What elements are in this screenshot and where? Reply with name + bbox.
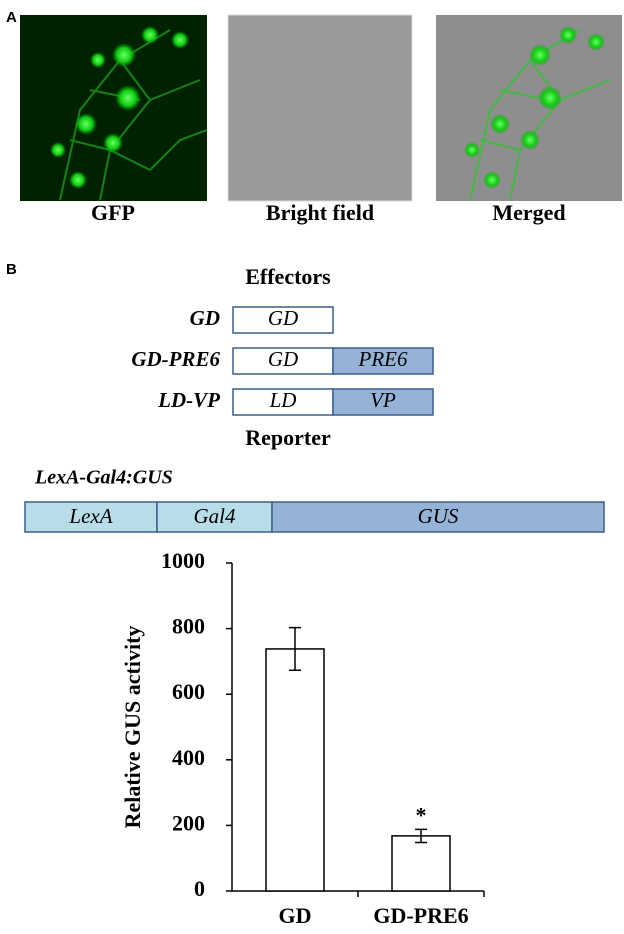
reporter-part <box>24 501 158 533</box>
part-label: PRE6 <box>358 347 408 371</box>
error-bar <box>415 828 427 844</box>
effector-name: GD-PRE6 <box>131 347 220 371</box>
image-label: Bright field <box>266 200 374 225</box>
x-tick-label: GD <box>279 903 312 928</box>
image-label: Merged <box>492 200 565 225</box>
panel-label: B <box>6 261 17 278</box>
y-tick-label: 0 <box>194 876 205 901</box>
effector-name: LD-VP <box>157 388 220 412</box>
effector-part <box>232 306 334 334</box>
panel-label: A <box>6 9 17 26</box>
section-title: Effectors <box>245 264 331 289</box>
part-label: GUS <box>418 504 459 528</box>
part-label: LD <box>269 388 297 412</box>
y-tick-label: 800 <box>172 614 205 639</box>
part-label: GD <box>268 347 298 371</box>
part-label: VP <box>370 388 396 412</box>
part-label: GD <box>268 306 298 330</box>
effector-name: GD <box>190 306 220 330</box>
effector-part <box>332 347 434 375</box>
error-bar <box>289 626 301 672</box>
micrograph <box>227 14 413 202</box>
reporter-part <box>271 501 605 533</box>
effector-part <box>232 388 334 416</box>
y-axis-label: Relative GUS activity <box>120 626 145 829</box>
effector-part <box>232 347 334 375</box>
significance-marker: * <box>416 802 427 827</box>
part-label: LexA <box>68 504 112 528</box>
part-label: Gal4 <box>194 504 237 528</box>
bar <box>265 648 325 892</box>
reporter-part <box>156 501 273 533</box>
image-label: GFP <box>91 200 135 225</box>
micrograph <box>20 15 208 201</box>
reporter-name: LexA-Gal4:GUS <box>34 467 173 489</box>
y-tick-label: 1000 <box>161 548 205 573</box>
y-tick-label: 600 <box>172 679 205 704</box>
bar <box>391 835 451 892</box>
x-tick-label: GD-PRE6 <box>373 903 468 928</box>
section-title: Reporter <box>245 425 331 450</box>
y-tick-label: 200 <box>172 810 205 835</box>
effector-part <box>332 388 434 416</box>
micrograph <box>436 15 622 201</box>
y-tick-label: 400 <box>172 745 205 770</box>
